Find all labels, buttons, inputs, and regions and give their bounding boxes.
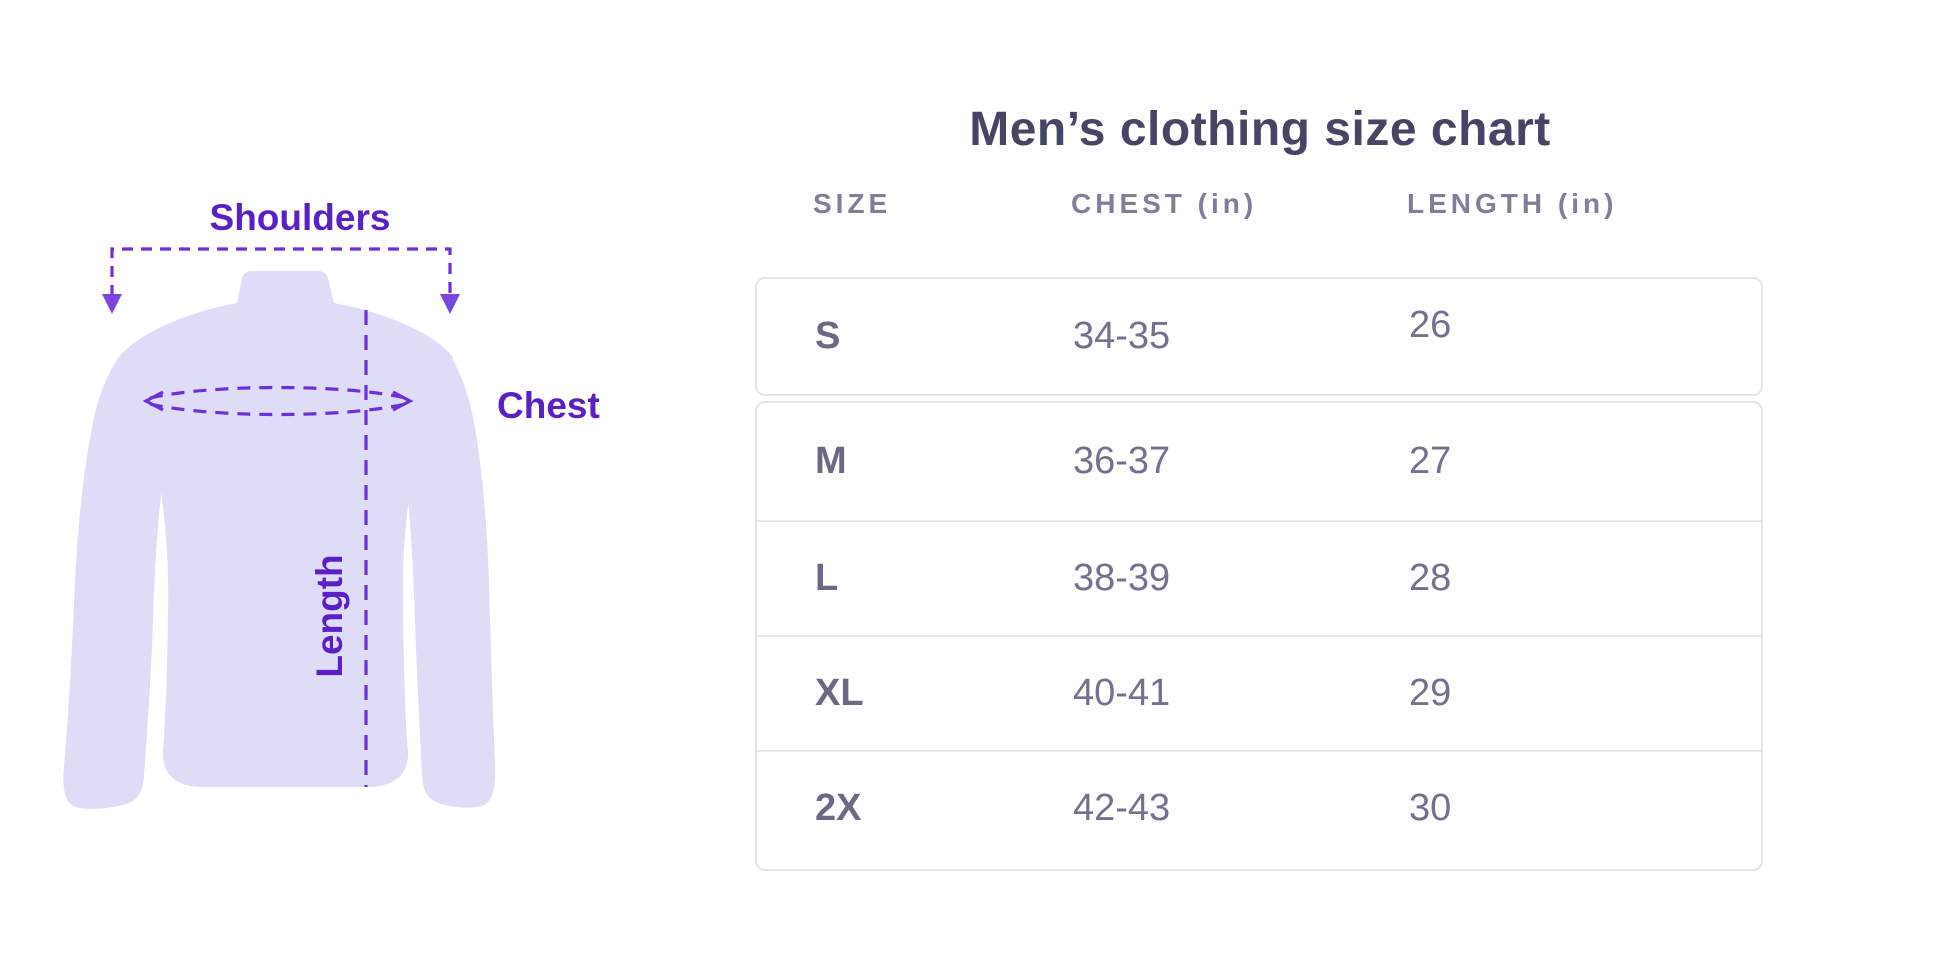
chest-label: Chest <box>497 385 600 426</box>
length-cell: 27 <box>1409 440 1452 482</box>
arrow-down-right-icon <box>440 294 460 314</box>
arrow-down-left-icon <box>102 294 122 314</box>
table-row: L 38-39 28 <box>757 520 1761 635</box>
length-label: Length <box>309 554 350 677</box>
size-cell: M <box>815 440 847 482</box>
shoulders-measure-line <box>110 247 452 296</box>
length-cell: 30 <box>1409 787 1452 829</box>
table-box-first: S 34-35 26 <box>755 277 1763 396</box>
table-row: S 34-35 26 <box>757 279 1761 394</box>
chest-cell: 38-39 <box>1073 557 1171 599</box>
chest-cell: 42-43 <box>1073 787 1171 829</box>
column-header-length: LENGTH (in) <box>1407 188 1618 219</box>
column-header-size: SIZE <box>813 188 892 219</box>
column-header-chest: CHEST (in) <box>1071 188 1258 219</box>
length-cell: 29 <box>1409 672 1452 714</box>
chest-cell: 34-35 <box>1073 315 1171 357</box>
shoulders-label: Shoulders <box>210 197 391 238</box>
size-cell: XL <box>815 672 864 714</box>
chest-cell: 40-41 <box>1073 672 1171 714</box>
size-cell: L <box>815 557 839 599</box>
shirt-measurement-diagram: Shoulders Chest Length <box>63 197 600 809</box>
table-box-rest: M 36-37 27 L 38-39 28 XL 40-41 29 2X 42-… <box>755 401 1763 871</box>
chest-cell: 36-37 <box>1073 440 1171 482</box>
length-cell: 28 <box>1409 557 1452 599</box>
shirt-right-sleeve <box>335 312 496 808</box>
table-header-row: SIZE CHEST (in) LENGTH (in) <box>755 188 1763 220</box>
shirt-body <box>118 271 453 787</box>
table-row: 2X 42-43 30 <box>757 750 1761 865</box>
chest-arrow-right-icon <box>392 390 414 412</box>
chest-arrow-left-icon <box>142 390 164 412</box>
chest-measure-ellipse <box>149 385 407 417</box>
length-cell: 26 <box>1409 304 1452 346</box>
table-row: M 36-37 27 <box>757 403 1761 520</box>
shirt-left-sleeve <box>63 312 236 809</box>
size-cell: 2X <box>815 787 862 829</box>
table-row: XL 40-41 29 <box>757 635 1761 750</box>
size-cell: S <box>815 315 841 357</box>
page-title: Men’s clothing size chart <box>969 103 1551 157</box>
